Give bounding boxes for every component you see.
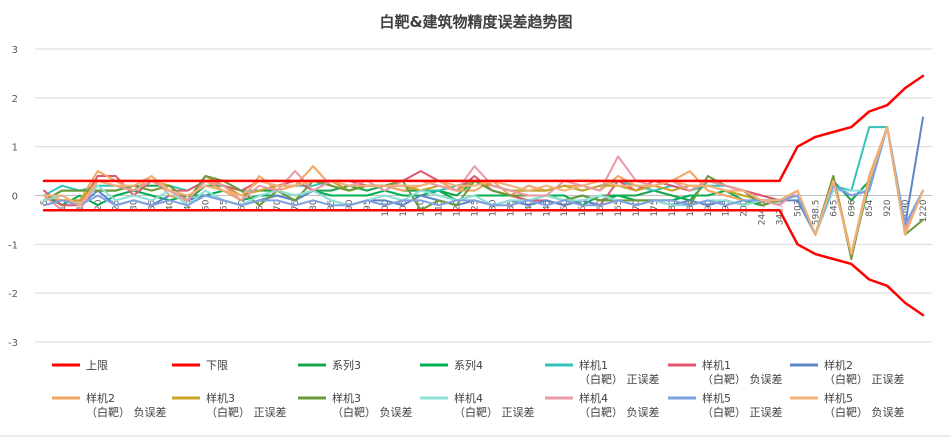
x-tick-label: 130 xyxy=(488,199,498,216)
legend-label-1: 下限 xyxy=(206,359,228,372)
x-tick-label: 920 xyxy=(883,199,893,216)
x-tick-label: 95 xyxy=(363,200,373,211)
y-tick-label: -1 xyxy=(8,240,18,251)
x-tick-label: 150 xyxy=(560,199,570,216)
legend-label-3: 系列4 xyxy=(454,358,483,372)
x-tick-label: 155 xyxy=(578,200,588,217)
series-line-0 xyxy=(42,74,925,183)
x-tick-label: 50 xyxy=(201,199,211,211)
x-tick-label: 190 xyxy=(704,199,714,216)
y-tick-label: 3 xyxy=(12,45,18,56)
x-tick-label: 120 xyxy=(453,199,463,216)
series-line-11 xyxy=(43,126,924,256)
x-tick-label: 200 xyxy=(740,199,750,216)
x-tick-label: 110 xyxy=(417,199,427,216)
y-tick-label: 2 xyxy=(12,94,18,105)
x-tick-label: 40 xyxy=(166,199,176,211)
series-line-1 xyxy=(42,208,925,317)
legend-label-7: 样机2 （白靶） 负误差 xyxy=(86,391,167,419)
x-tick-label: 598.5 xyxy=(811,200,821,226)
x-tick-label: 165 xyxy=(614,200,624,217)
x-tick-label: 70 xyxy=(273,199,283,211)
legend-label-11: 样机4 （白靶） 负误差 xyxy=(579,391,660,419)
x-tick-label: 175 xyxy=(650,200,660,217)
x-tick-label: 854 xyxy=(865,199,875,216)
y-axis-ticks: -3 -2 -1 0 1 2 3 xyxy=(8,45,18,349)
x-tick-label: 55 xyxy=(219,200,229,211)
x-tick-label: 140 xyxy=(524,199,534,216)
x-tick-label: 30 xyxy=(130,199,140,211)
x-tick-label: 180 xyxy=(668,199,678,216)
legend-label-0: 上限 xyxy=(86,359,108,372)
x-tick-label: 145 xyxy=(542,200,552,217)
x-tick-label: 80 xyxy=(309,199,319,211)
chart-title: 白靶&建筑物精度误差趋势图 xyxy=(379,13,572,31)
x-tick-label: 645 xyxy=(829,200,839,217)
x-tick-label: 5 xyxy=(40,200,50,206)
x-tick-label: 1090 xyxy=(901,199,911,222)
legend-label-13: 样机5 （白靶） 负误差 xyxy=(824,391,905,419)
y-tick-label: 1 xyxy=(12,143,18,154)
legend-label-12: 样机5 （白靶） 正误差 xyxy=(702,391,783,419)
y-tick-label: 0 xyxy=(12,192,18,203)
legend-label-5: 样机1 （白靶） 负误差 xyxy=(702,358,783,386)
x-tick-label: 696 xyxy=(847,199,857,216)
x-tick-label: 160 xyxy=(596,199,606,216)
legend-label-9: 样机3 （白靶） 负误差 xyxy=(332,391,413,419)
x-tick-label: 503 xyxy=(793,200,803,217)
x-tick-label: 1220 xyxy=(919,199,929,222)
x-tick-label: 135 xyxy=(506,200,516,217)
legend-label-2: 系列3 xyxy=(332,358,361,372)
x-tick-label: 195 xyxy=(722,200,732,217)
x-tick-label: 115 xyxy=(435,200,445,217)
x-tick-label: 105 xyxy=(399,200,409,217)
series-line-13 xyxy=(43,126,924,256)
legend-label-8: 样机3 （白靶） 正误差 xyxy=(206,391,287,419)
x-tick-label: 100 xyxy=(381,199,391,216)
x-tick-label: 170 xyxy=(632,199,642,216)
legend-label-10: 样机4 （白靶） 正误差 xyxy=(454,391,535,419)
legend-label-6: 样机2 （白靶） 正误差 xyxy=(824,358,905,386)
y-tick-label: -2 xyxy=(8,289,18,300)
x-tick-label: 185 xyxy=(686,200,696,217)
x-tick-label: 125 xyxy=(471,200,481,217)
y-tick-label: -3 xyxy=(8,338,18,349)
series-lines xyxy=(42,74,925,317)
x-tick-label: 244.1 xyxy=(758,200,768,226)
legend-label-4: 样机1 （白靶） 正误差 xyxy=(579,358,660,386)
